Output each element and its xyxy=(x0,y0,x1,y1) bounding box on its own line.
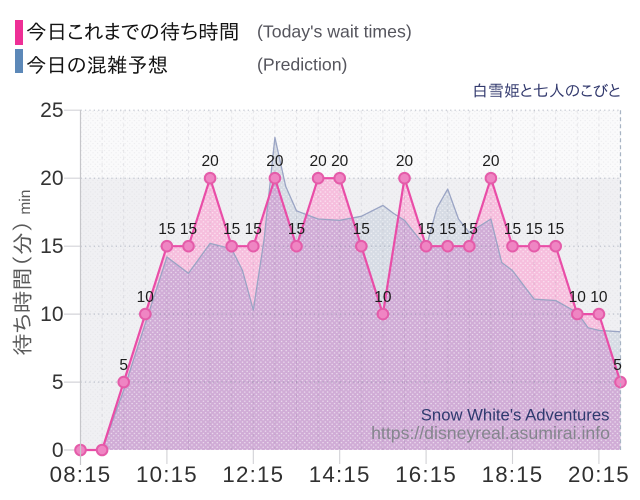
svg-text:20: 20 xyxy=(40,167,63,190)
svg-text:12:15: 12:15 xyxy=(222,462,284,487)
svg-text:5: 5 xyxy=(119,357,128,374)
svg-text:20: 20 xyxy=(266,153,284,170)
svg-text:15: 15 xyxy=(547,221,564,238)
svg-text:15: 15 xyxy=(417,221,434,238)
svg-text:(Prediction): (Prediction) xyxy=(257,55,347,75)
svg-text:20: 20 xyxy=(482,153,500,170)
svg-text:15: 15 xyxy=(439,221,456,238)
svg-text:15: 15 xyxy=(461,221,478,238)
svg-text:15: 15 xyxy=(525,221,542,238)
svg-text:25: 25 xyxy=(40,99,63,122)
svg-text:5: 5 xyxy=(52,371,64,394)
svg-text:20: 20 xyxy=(331,153,349,170)
svg-text:10: 10 xyxy=(569,289,587,306)
svg-text:20:15: 20:15 xyxy=(568,462,630,487)
svg-text:5: 5 xyxy=(613,357,622,374)
svg-text:15: 15 xyxy=(223,221,240,238)
svg-text:(Today's wait times): (Today's wait times) xyxy=(257,22,412,42)
svg-text:10: 10 xyxy=(590,289,608,306)
svg-text:15: 15 xyxy=(245,221,262,238)
svg-text:20: 20 xyxy=(396,153,414,170)
svg-text:10: 10 xyxy=(374,289,392,306)
svg-text:https://disneyreal.asumirai.in: https://disneyreal.asumirai.info xyxy=(371,423,610,443)
svg-text:10: 10 xyxy=(137,289,155,306)
svg-text:10:15: 10:15 xyxy=(136,462,198,487)
svg-text:15: 15 xyxy=(180,221,197,238)
svg-text:10: 10 xyxy=(40,303,63,326)
svg-text:08:15: 08:15 xyxy=(50,462,112,487)
svg-text:20: 20 xyxy=(201,153,219,170)
svg-text:20: 20 xyxy=(309,153,327,170)
svg-text:Snow White's Adventures: Snow White's Adventures xyxy=(421,406,610,425)
svg-text:15: 15 xyxy=(158,221,175,238)
svg-text:14:15: 14:15 xyxy=(309,462,371,487)
svg-text:0: 0 xyxy=(52,439,64,462)
svg-text:18:15: 18:15 xyxy=(482,462,544,487)
svg-text:16:15: 16:15 xyxy=(395,462,457,487)
svg-text:15: 15 xyxy=(40,235,63,258)
svg-text:15: 15 xyxy=(353,221,370,238)
svg-text:15: 15 xyxy=(288,221,305,238)
svg-text:15: 15 xyxy=(504,221,521,238)
